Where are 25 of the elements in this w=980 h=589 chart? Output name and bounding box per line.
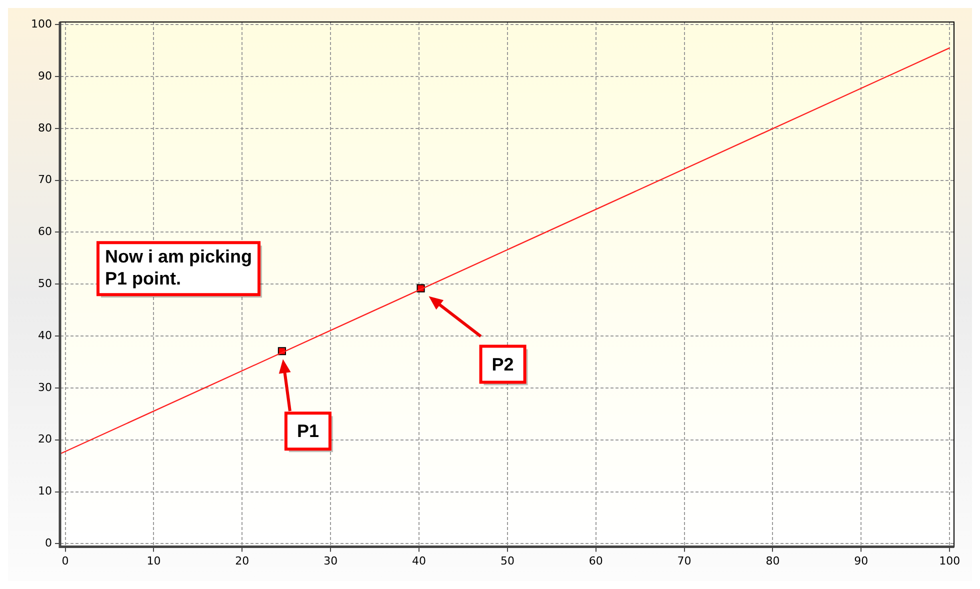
y-tick-label: 0 [44, 536, 52, 550]
x-tick-label: 70 [677, 554, 692, 568]
x-tick-label: 10 [146, 554, 161, 568]
x-tick-label: 50 [500, 554, 514, 568]
x-tick-label: 60 [588, 554, 603, 568]
x-tick-label: 0 [62, 554, 69, 568]
y-tick-label: 20 [38, 432, 52, 446]
y-tick-label: 40 [38, 328, 52, 342]
annotation: Now i am picking P1 point. [104, 246, 252, 289]
y-tick-label: 100 [30, 17, 52, 30]
y-tick-label: 60 [38, 225, 52, 238]
x-tick-label: 80 [766, 554, 780, 568]
annotation: P2 [492, 354, 514, 374]
x-tick-label: 30 [324, 554, 338, 568]
annotation: P1 [296, 421, 319, 442]
x-tick-label: 90 [854, 554, 868, 568]
y-tick-label: 50 [38, 277, 52, 290]
x-tick-label: 20 [235, 554, 250, 568]
y-tick-label: 30 [38, 380, 52, 394]
y-tick-label: 70 [38, 173, 52, 186]
x-tick-label: 100 [939, 554, 960, 568]
y-tick-label: 90 [38, 69, 52, 82]
y-tick-label: 80 [38, 121, 52, 134]
y-tick-label: 10 [38, 484, 52, 498]
x-tick-label: 40 [412, 554, 426, 568]
